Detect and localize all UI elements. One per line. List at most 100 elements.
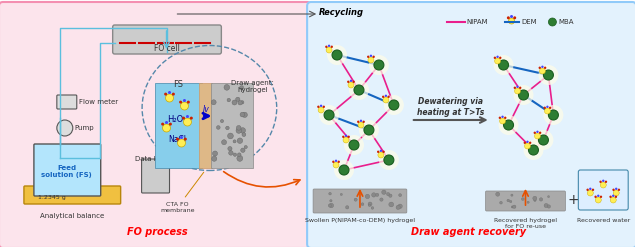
Text: +: + — [568, 193, 579, 207]
Circle shape — [180, 136, 183, 139]
Circle shape — [168, 91, 171, 94]
Circle shape — [534, 133, 540, 139]
Circle shape — [190, 117, 193, 120]
Circle shape — [529, 145, 538, 155]
Circle shape — [365, 194, 369, 199]
Circle shape — [368, 202, 372, 206]
FancyBboxPatch shape — [578, 170, 628, 210]
Text: NIPAM: NIPAM — [467, 19, 489, 25]
Circle shape — [343, 137, 349, 143]
Circle shape — [524, 140, 543, 160]
Circle shape — [335, 160, 337, 162]
Circle shape — [541, 66, 543, 68]
Text: 1.2345 g: 1.2345 g — [38, 194, 66, 200]
Circle shape — [399, 194, 402, 197]
Circle shape — [538, 65, 559, 85]
Circle shape — [359, 120, 379, 140]
Circle shape — [362, 121, 365, 123]
Text: Swollen P(NIPAM-co-DEM) hydrogel: Swollen P(NIPAM-co-DEM) hydrogel — [305, 218, 415, 223]
Circle shape — [241, 101, 244, 104]
Circle shape — [236, 97, 240, 102]
Text: Pump: Pump — [75, 125, 94, 131]
FancyBboxPatch shape — [199, 83, 212, 168]
Circle shape — [349, 80, 369, 100]
Circle shape — [544, 204, 548, 208]
Circle shape — [510, 15, 513, 18]
Text: Recycling: Recycling — [319, 8, 364, 17]
Circle shape — [536, 131, 539, 133]
Circle shape — [222, 140, 227, 145]
Circle shape — [183, 118, 192, 126]
Circle shape — [587, 190, 593, 196]
Text: Jv: Jv — [202, 105, 209, 115]
Circle shape — [615, 188, 617, 190]
Text: Recovered hydrogel
for FO re-use: Recovered hydrogel for FO re-use — [494, 218, 557, 229]
Circle shape — [184, 138, 187, 141]
FancyBboxPatch shape — [57, 95, 77, 109]
Circle shape — [380, 150, 382, 152]
Circle shape — [161, 123, 164, 126]
Circle shape — [225, 126, 229, 130]
Circle shape — [241, 148, 245, 152]
Circle shape — [369, 55, 372, 57]
Circle shape — [186, 115, 189, 118]
Circle shape — [237, 155, 243, 161]
Circle shape — [511, 206, 513, 208]
Circle shape — [610, 196, 612, 198]
Circle shape — [169, 123, 172, 126]
Circle shape — [357, 121, 359, 123]
Circle shape — [618, 188, 620, 191]
Circle shape — [317, 105, 320, 108]
FancyBboxPatch shape — [24, 186, 120, 204]
Circle shape — [384, 95, 404, 115]
Circle shape — [504, 120, 513, 130]
Circle shape — [526, 141, 529, 143]
Circle shape — [183, 99, 186, 102]
Circle shape — [382, 151, 385, 153]
Circle shape — [217, 126, 220, 129]
Circle shape — [589, 188, 592, 190]
Circle shape — [350, 80, 352, 82]
Circle shape — [352, 81, 355, 83]
Circle shape — [338, 161, 340, 163]
Circle shape — [534, 132, 536, 134]
FancyBboxPatch shape — [211, 83, 254, 168]
Circle shape — [354, 85, 364, 95]
Circle shape — [539, 132, 541, 134]
Circle shape — [494, 55, 513, 75]
Circle shape — [613, 190, 619, 196]
Circle shape — [594, 196, 597, 198]
Circle shape — [612, 195, 615, 197]
Circle shape — [540, 198, 543, 201]
Circle shape — [242, 133, 246, 137]
Circle shape — [348, 136, 350, 138]
Circle shape — [342, 136, 345, 138]
Circle shape — [371, 206, 374, 209]
Circle shape — [602, 180, 605, 182]
Circle shape — [544, 67, 547, 69]
Circle shape — [320, 104, 322, 107]
Circle shape — [349, 140, 359, 150]
Circle shape — [364, 125, 374, 135]
Circle shape — [384, 155, 394, 165]
Circle shape — [533, 130, 554, 150]
Circle shape — [325, 46, 327, 48]
Circle shape — [499, 115, 519, 135]
Circle shape — [549, 107, 551, 109]
Circle shape — [543, 107, 546, 109]
Circle shape — [345, 206, 349, 209]
FancyBboxPatch shape — [155, 83, 203, 168]
Circle shape — [178, 139, 185, 147]
Circle shape — [385, 95, 387, 97]
Circle shape — [240, 86, 243, 90]
Circle shape — [227, 98, 231, 102]
Circle shape — [508, 18, 515, 24]
Circle shape — [339, 165, 349, 175]
Circle shape — [348, 82, 354, 88]
Circle shape — [340, 193, 343, 196]
Circle shape — [180, 102, 189, 110]
Text: NaCl: NaCl — [169, 136, 187, 144]
Circle shape — [496, 192, 500, 196]
Circle shape — [328, 45, 330, 47]
Circle shape — [383, 97, 389, 103]
